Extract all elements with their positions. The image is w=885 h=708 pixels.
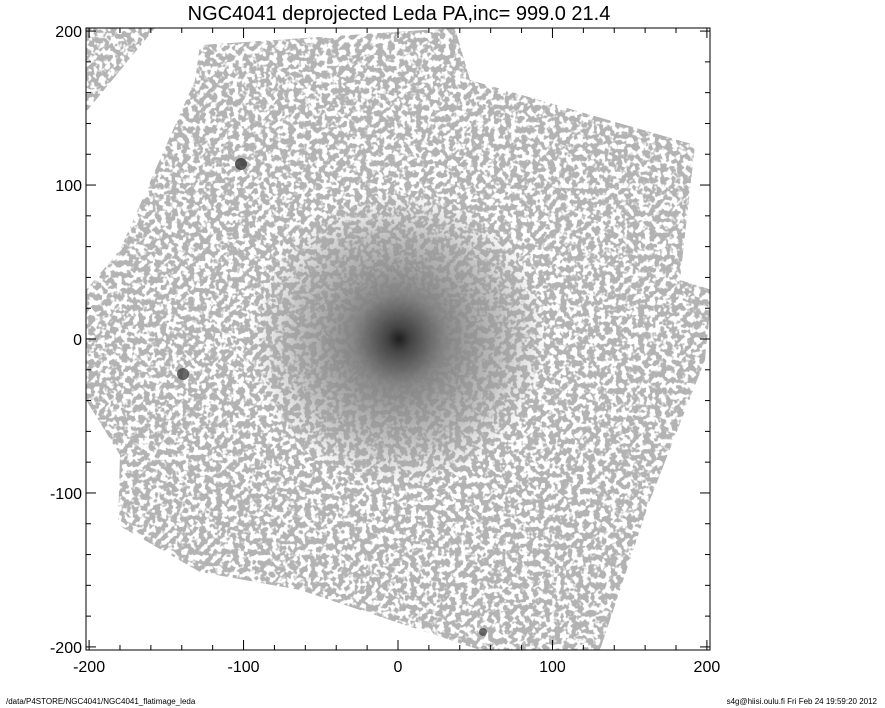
galaxy-disk xyxy=(249,189,549,489)
footer-file-path: /data/P4STORE/NGC4041/NGC4041_flatimage_… xyxy=(6,697,196,706)
star xyxy=(479,628,487,636)
x-tick-label: -200 xyxy=(73,659,105,676)
y-tick-label: 0 xyxy=(73,332,82,349)
chart-title: NGC4041 deprojected Leda PA,inc= 999.0 2… xyxy=(188,3,611,25)
star xyxy=(177,368,189,380)
tick-labels: -200 -100 0 100 200 -200 -100 0 100 200 xyxy=(50,24,720,676)
y-tick-label: 200 xyxy=(55,24,82,41)
footer-user-timestamp: s4g@hiisi.oulu.fi Fri Feb 24 19:59:20 20… xyxy=(726,697,877,706)
x-tick-label: 100 xyxy=(539,659,566,676)
y-tick-label: -100 xyxy=(50,486,82,503)
axis-ticks xyxy=(86,28,710,650)
x-tick-label: 200 xyxy=(694,659,721,676)
y-tick-label: -200 xyxy=(50,640,82,657)
y-tick-label: 100 xyxy=(55,178,82,195)
star xyxy=(235,158,247,170)
x-tick-label: 0 xyxy=(394,659,403,676)
mosaic-corner xyxy=(86,28,155,112)
x-tick-label: -100 xyxy=(228,659,260,676)
image-area xyxy=(86,28,710,650)
